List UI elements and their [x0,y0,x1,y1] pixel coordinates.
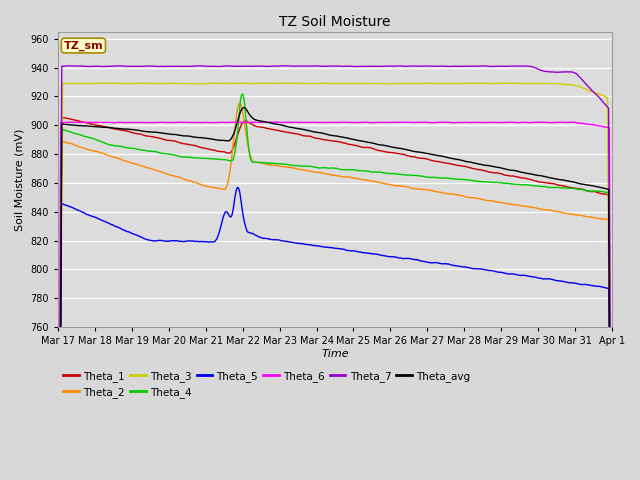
Title: TZ Soil Moisture: TZ Soil Moisture [279,15,391,29]
Text: TZ_sm: TZ_sm [63,40,103,51]
Legend: Theta_1, Theta_2, Theta_3, Theta_4, Theta_5, Theta_6, Theta_7, Theta_avg: Theta_1, Theta_2, Theta_3, Theta_4, Thet… [63,371,470,398]
Y-axis label: Soil Moisture (mV): Soil Moisture (mV) [15,128,25,230]
X-axis label: Time: Time [321,349,349,359]
